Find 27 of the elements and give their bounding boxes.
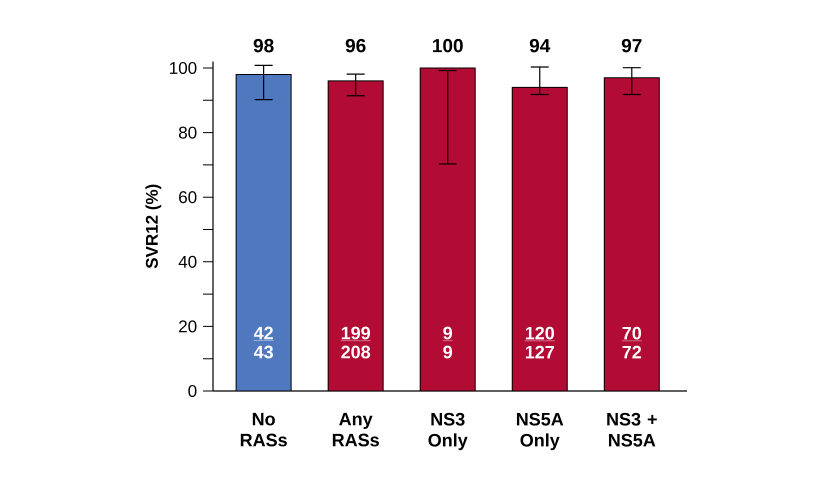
annotation: 9 [443, 346, 452, 358]
annotation: 70 [622, 326, 642, 340]
data-label: 98 [254, 38, 274, 52]
x-tick-label: NS5A Only [516, 412, 564, 450]
x-tick-label: No RASs [240, 412, 287, 446]
y-tick-label: 40 [178, 256, 196, 268]
y-tick-label: 20 [179, 320, 196, 332]
data-label: 94 [530, 38, 550, 52]
y-axis-title: SVR12 (%) [145, 184, 162, 268]
annotation: 208 [341, 346, 370, 358]
annotation: 199 [342, 326, 370, 340]
x-tick-label: NS3 + NS5A [607, 412, 657, 447]
annotation: 72 [622, 346, 642, 358]
x-tick-label: NS3 Only [428, 412, 468, 450]
annotation: 9 [443, 326, 452, 340]
annotation: 120 [526, 326, 554, 340]
data-label: 100 [433, 38, 463, 52]
y-tick-label: 0 [188, 384, 196, 398]
y-tick-label: 80 [178, 126, 196, 139]
annotation: 127 [526, 346, 554, 358]
data-label: 96 [346, 38, 366, 52]
y-tick-label: 100 [170, 62, 196, 74]
x-tick-label: Any RASs [332, 412, 379, 446]
data-label: 97 [622, 38, 642, 52]
annotation: 43 [254, 346, 273, 358]
y-tick-label: 60 [179, 191, 196, 204]
annotation: 42 [254, 326, 273, 340]
